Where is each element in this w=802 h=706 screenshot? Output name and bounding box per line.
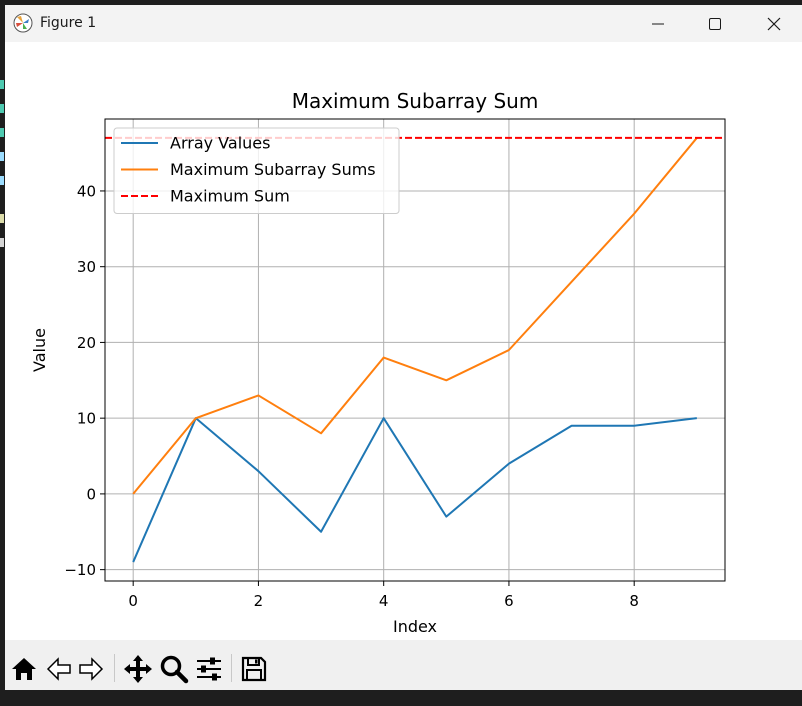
x-axis-label: Index bbox=[393, 617, 437, 636]
x-tick-label: 8 bbox=[629, 592, 639, 610]
line-chart: Maximum Subarray Sum 0 2 4 6 8 −10 0 10 20 30 40 I… bbox=[30, 89, 726, 636]
title-bar[interactable]: Figure 1 bbox=[5, 5, 802, 42]
toolbar-separator bbox=[114, 654, 115, 682]
x-tick-label: 4 bbox=[379, 592, 389, 610]
grid bbox=[105, 119, 725, 581]
window-title: Figure 1 bbox=[40, 15, 97, 31]
figure-window: Figure 1 Maximum Subarray Sum 0 2 4 6 8 −10 0 1… bbox=[5, 5, 802, 690]
x-tick-label: 0 bbox=[128, 592, 138, 610]
save-button[interactable] bbox=[237, 652, 271, 686]
back-button[interactable] bbox=[42, 652, 76, 686]
home-button[interactable] bbox=[7, 652, 41, 686]
axes-frame bbox=[104, 118, 726, 582]
close-button[interactable] bbox=[746, 5, 802, 42]
y-tick-label: 10 bbox=[77, 410, 96, 428]
series-line-1 bbox=[132, 417, 697, 563]
forward-button[interactable] bbox=[74, 652, 108, 686]
y-tick-label: 0 bbox=[86, 485, 96, 503]
matplotlib-logo-icon bbox=[13, 13, 33, 33]
x-tick-label: 2 bbox=[254, 592, 264, 610]
subplots-icon bbox=[197, 657, 221, 681]
toolbar-separator bbox=[231, 654, 232, 682]
legend-label: Array Values bbox=[170, 134, 270, 153]
figure-canvas[interactable]: Maximum Subarray Sum 0 2 4 6 8 −10 0 10 20 30 40 I… bbox=[5, 42, 802, 640]
x-tick-label: 6 bbox=[504, 592, 514, 610]
chart-title: Maximum Subarray Sum bbox=[292, 89, 539, 113]
configure-subplots-button[interactable] bbox=[192, 652, 226, 686]
y-tick-label: −10 bbox=[64, 561, 96, 579]
legend-label: Maximum Sum bbox=[170, 187, 290, 206]
y-tick-label: 40 bbox=[77, 182, 96, 200]
minimize-button[interactable] bbox=[630, 5, 686, 42]
pan-icon bbox=[124, 655, 152, 683]
background-editor-strip bbox=[0, 0, 6, 706]
zoom-icon bbox=[160, 655, 189, 684]
y-tick-label: 20 bbox=[77, 334, 96, 352]
y-axis-label: Value bbox=[30, 328, 49, 372]
legend: Array Values Maximum Subarray Sums Maximum… bbox=[113, 127, 400, 214]
legend-box bbox=[113, 127, 400, 214]
minimize-icon bbox=[652, 23, 664, 24]
maximize-icon bbox=[709, 17, 721, 30]
navigation-toolbar bbox=[5, 640, 802, 690]
close-icon bbox=[767, 17, 781, 30]
maximize-button[interactable] bbox=[687, 5, 743, 42]
save-icon bbox=[241, 656, 267, 682]
zoom-button[interactable] bbox=[157, 652, 191, 686]
pan-button[interactable] bbox=[121, 652, 155, 686]
home-icon bbox=[12, 658, 36, 680]
y-tick-label: 30 bbox=[77, 258, 96, 276]
series-line-2 bbox=[132, 137, 698, 495]
back-icon bbox=[46, 657, 71, 681]
forward-icon bbox=[79, 657, 104, 681]
legend-label: Maximum Subarray Sums bbox=[170, 160, 376, 179]
axis-ticks: 0 2 4 6 8 −10 0 10 20 30 40 bbox=[64, 182, 639, 610]
